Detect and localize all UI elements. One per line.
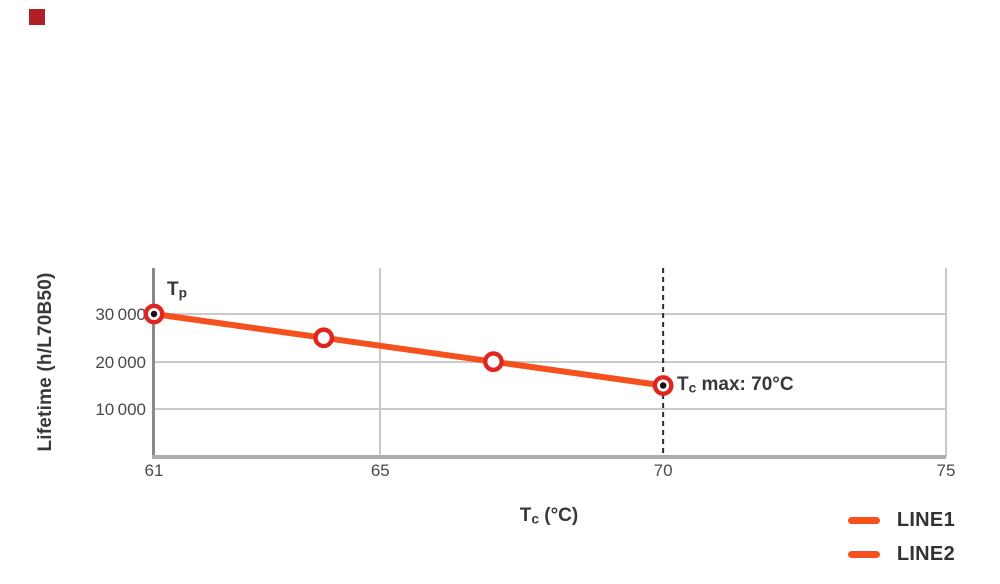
x-tick-label: 65 [370, 461, 390, 480]
legend-item-line1: LINE1 [847, 503, 955, 537]
y-tick-label: 30 000 [95, 305, 146, 324]
data-point-marker [652, 375, 674, 396]
legend-label-line2: LINE2 [896, 542, 955, 565]
brand-square [29, 9, 45, 25]
y-gridline [154, 313, 946, 315]
annotation-tc-max-sub: c [688, 380, 697, 396]
legend-label-line1: LINE1 [896, 508, 955, 531]
x-axis-title: Tc (°C) [520, 505, 578, 527]
annotation-tp-sub: p [178, 285, 187, 301]
annotation-tc-max: Tc max: 70°C [677, 375, 794, 398]
y-tick-label: 20 000 [95, 352, 146, 372]
x-tick-label: 61 [144, 461, 164, 480]
x-axis-title-sub: c [531, 511, 539, 527]
series-line-line1 [151, 311, 667, 389]
line1-swatch-icon [847, 516, 880, 524]
x-tick-label: 75 [936, 461, 956, 480]
legend-item-line2: LINE2 [847, 537, 955, 571]
annotation-tc-max-main: T [677, 374, 689, 395]
x-axis-line [152, 455, 946, 459]
y-gridline [154, 360, 946, 363]
legend: LINE1 LINE2 [847, 503, 955, 571]
annotation-tp-main: T [167, 279, 179, 300]
x-axis-title-main: T [519, 505, 532, 526]
x-gridline [379, 268, 382, 457]
y-gridline [154, 408, 946, 411]
data-point-marker [313, 327, 335, 349]
annotation-tc-max-rest: max: 70°C [696, 374, 794, 395]
x-axis-title-rest: (°C) [538, 505, 579, 526]
line2-swatch-icon [847, 550, 880, 558]
data-point-dot [659, 382, 667, 389]
x-gridline [945, 268, 947, 457]
annotation-tp: Tp [167, 280, 187, 303]
x-tick-label: 70 [653, 461, 673, 480]
y-tick-label: 10 000 [95, 400, 146, 420]
y-axis-line [152, 268, 155, 457]
